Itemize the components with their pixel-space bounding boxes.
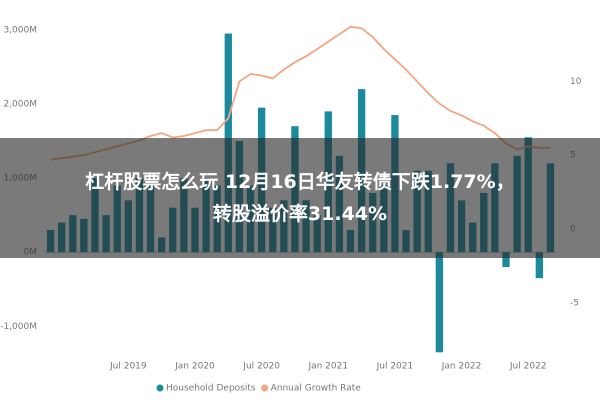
y2-tick-label: 10 [570,77,582,87]
x-tick-label: Jan 2021 [307,362,348,372]
legend-marker [156,384,164,392]
legend-marker [261,384,269,392]
y-tick-label: -1,000M [0,322,37,332]
y-tick-label: 3,000M [3,25,37,35]
x-tick-label: Jul 2021 [376,362,414,372]
x-tick-label: Jan 2020 [174,362,215,372]
x-tick-label: Jan 2022 [441,362,482,372]
x-tick-label: Jul 2022 [509,362,547,372]
overlay-title: 杠杆股票怎么玩 12月16日华友转债下跌1.77%， [85,171,515,193]
overlay-title: 转股溢价率31.44% [212,203,388,225]
x-tick-label: Jul 2019 [109,362,147,372]
x-tick-label: Jul 2020 [242,362,280,372]
legend-label: Household Deposits [166,384,256,394]
y-tick-label: 2,000M [3,99,37,109]
bar [502,252,510,268]
overlay-banner: 杠杆股票怎么玩 12月16日华友转债下跌1.77%， 转股溢价率31.44% [0,138,600,258]
y2-tick-label: -5 [570,298,579,308]
bar [435,252,444,353]
bar [535,252,544,279]
legend-label: Annual Growth Rate [271,384,362,394]
